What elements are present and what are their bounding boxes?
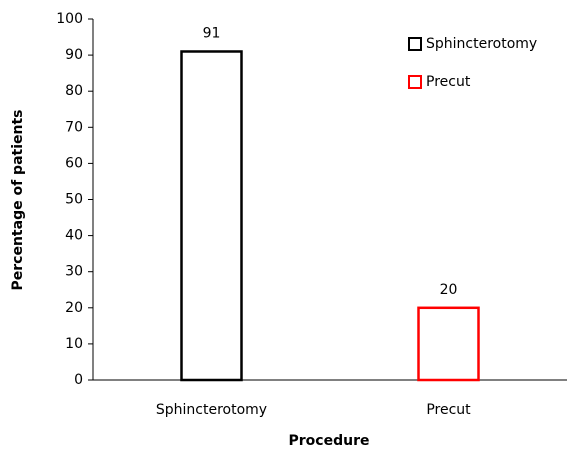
legend-swatch — [408, 37, 422, 51]
data-label: 20 — [440, 282, 458, 298]
bar — [417, 306, 480, 382]
data-label: 91 — [203, 25, 221, 41]
x-tick-label: Precut — [426, 402, 471, 418]
x-axis-label: Procedure — [289, 433, 370, 449]
y-tick-label: 20 — [65, 300, 83, 316]
legend-label: Precut — [426, 74, 471, 90]
y-tick-label: 10 — [65, 336, 83, 352]
y-tick-label: 90 — [65, 47, 83, 63]
y-tick-label: 60 — [65, 155, 83, 171]
y-tick-label: 70 — [65, 119, 83, 135]
y-tick-label: 50 — [65, 192, 83, 208]
y-tick-label: 40 — [65, 228, 83, 244]
y-axis-label: Percentage of patients — [10, 110, 26, 291]
x-tick-label: Sphincterotomy — [156, 402, 267, 418]
bar — [180, 50, 243, 382]
y-tick-label: 100 — [56, 11, 83, 27]
y-tick-label: 30 — [65, 264, 83, 280]
legend-swatch — [408, 75, 422, 89]
legend-label: Sphincterotomy — [426, 36, 537, 52]
y-tick-label: 80 — [65, 83, 83, 99]
y-tick-label: 0 — [74, 372, 83, 388]
